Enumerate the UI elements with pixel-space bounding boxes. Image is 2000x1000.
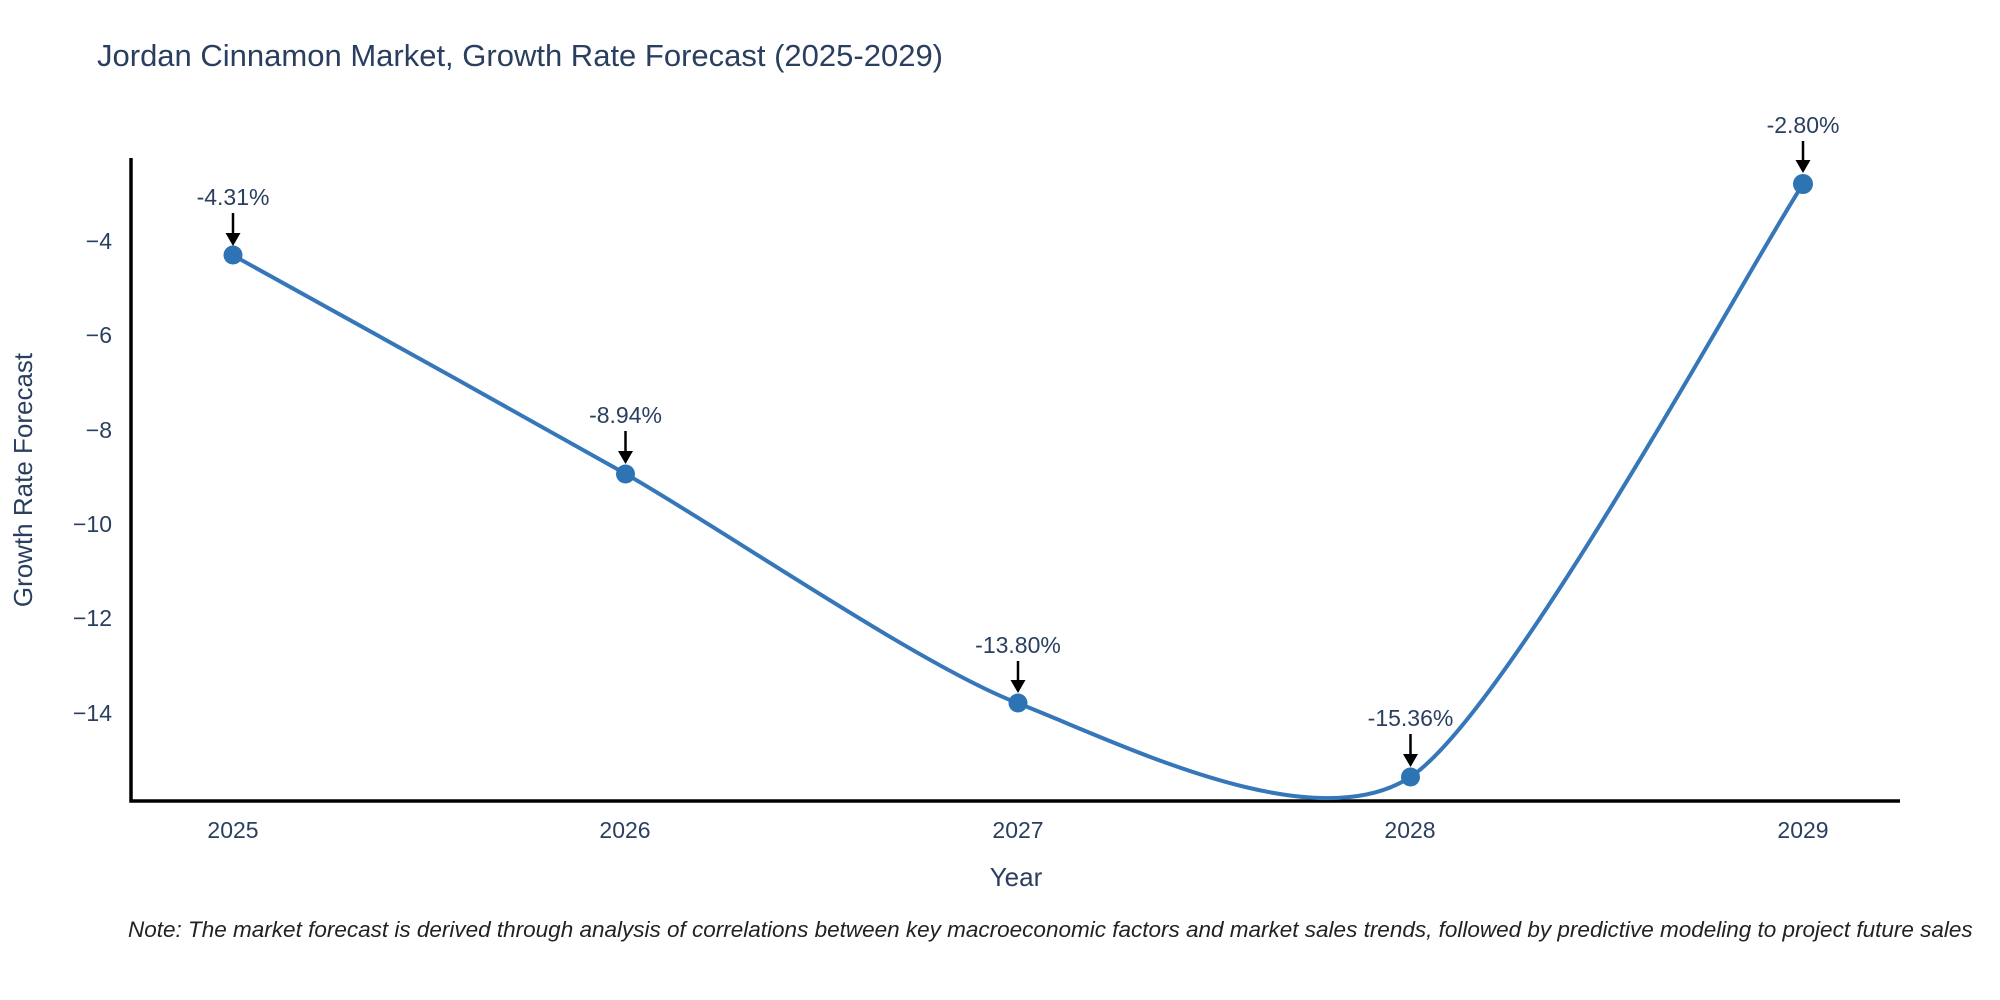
data-point-2029 xyxy=(1793,174,1813,194)
annotation-label: -13.80% xyxy=(975,632,1061,658)
x-axis-title: Year xyxy=(990,862,1043,892)
point-annotations: -4.31% -8.94% -13.80% -15.36% -2.80% xyxy=(197,112,1840,767)
x-axis-tick-labels: 2025 2026 2027 2028 2029 xyxy=(207,817,1828,843)
annotation-2025: -4.31% xyxy=(197,184,270,246)
y-tick-label: −14 xyxy=(73,700,112,726)
data-point-2028 xyxy=(1401,767,1420,787)
footnote: Note: The market forecast is derived thr… xyxy=(128,917,1973,942)
x-tick-label: 2027 xyxy=(992,817,1043,843)
annotation-arrowhead xyxy=(618,451,633,464)
y-tick-label: −6 xyxy=(86,322,112,348)
x-tick-label: 2025 xyxy=(207,817,258,843)
data-point-markers xyxy=(223,174,1813,787)
annotation-arrowhead xyxy=(1010,680,1026,693)
x-tick-label: 2029 xyxy=(1777,817,1828,843)
annotation-arrowhead xyxy=(1795,160,1811,173)
y-tick-label: −4 xyxy=(86,228,112,254)
annotation-label: -4.31% xyxy=(197,184,270,210)
y-axis-tick-labels: −4 −6 −8 −10 −12 −14 xyxy=(73,228,112,726)
y-tick-label: −10 xyxy=(73,511,112,537)
data-point-2025 xyxy=(223,245,243,265)
y-axis-title: Growth Rate Forecast xyxy=(8,352,38,607)
series-line xyxy=(231,182,1805,801)
x-tick-label: 2026 xyxy=(599,817,650,843)
annotation-arrowhead xyxy=(1403,754,1418,767)
annotation-2026: -8.94% xyxy=(589,402,662,464)
axis-lines xyxy=(129,158,1900,803)
y-tick-label: −12 xyxy=(73,605,112,631)
annotation-arrowhead xyxy=(225,233,241,246)
y-tick-label: −8 xyxy=(86,417,112,443)
annotation-2028: -15.36% xyxy=(1368,705,1454,767)
x-tick-label: 2028 xyxy=(1384,817,1435,843)
chart-title: Jordan Cinnamon Market, Growth Rate Fore… xyxy=(97,38,943,73)
annotation-2027: -13.80% xyxy=(975,632,1061,693)
annotation-label: -2.80% xyxy=(1767,112,1840,138)
annotation-label: -8.94% xyxy=(589,402,662,428)
annotation-label: -15.36% xyxy=(1368,705,1454,731)
annotation-2029: -2.80% xyxy=(1767,112,1840,173)
data-point-2027 xyxy=(1008,693,1028,713)
data-point-2026 xyxy=(616,464,635,484)
